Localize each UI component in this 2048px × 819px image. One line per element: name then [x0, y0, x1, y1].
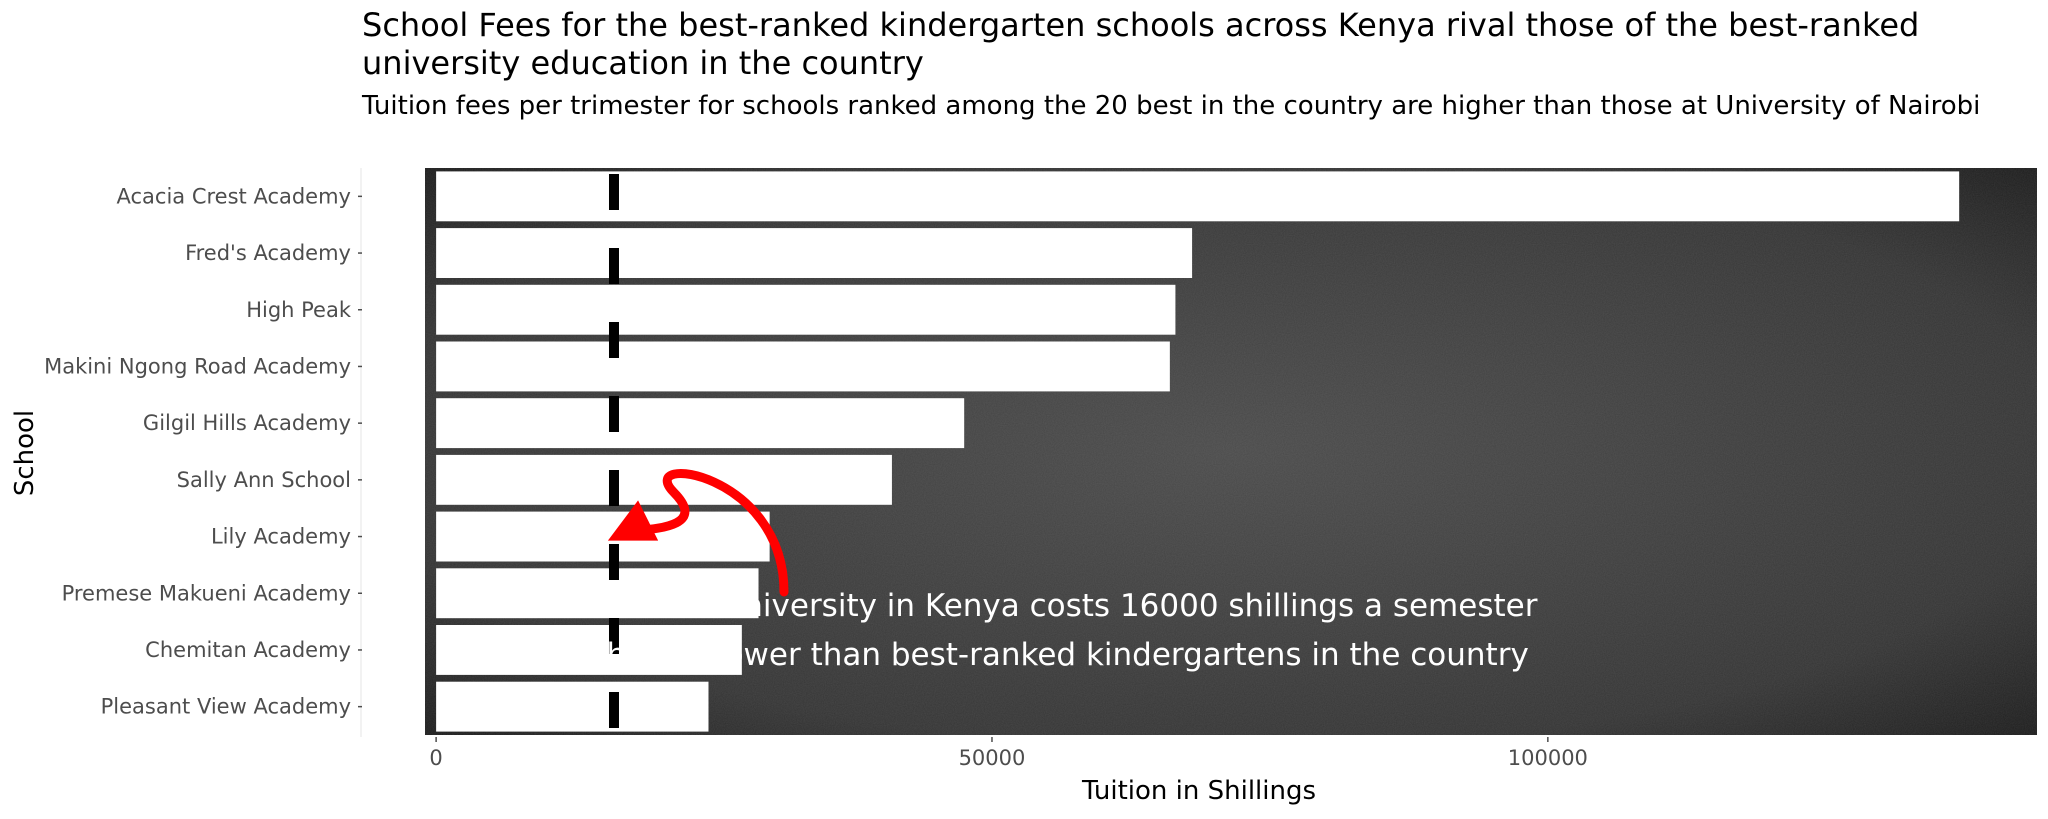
y-tick-label: Pleasant View Academy — [101, 695, 351, 719]
bar — [436, 511, 770, 562]
annotation-line-1: best-ranked university in Kenya costs 16… — [529, 588, 1538, 624]
y-axis-title: School — [10, 410, 40, 496]
x-tick-label: 100000 — [1508, 746, 1588, 770]
x-axis-title: Tuition in Shillings — [1081, 776, 1316, 806]
chart-subtitle: Tuition fees per trimester for schools r… — [362, 91, 1981, 121]
x-tick-label: 50000 — [959, 746, 1026, 770]
x-tick-label: 0 — [429, 746, 442, 770]
bar — [436, 398, 965, 449]
bar — [436, 228, 1193, 278]
bar — [436, 681, 709, 732]
annotation-line-2: which is lower than best-ranked kinderga… — [581, 637, 1529, 673]
annotation-arrow — [607, 468, 789, 597]
y-tick-label: Fred's Academy — [185, 241, 351, 265]
y-tick-label: Gilgil Hills Academy — [143, 411, 351, 435]
y-tick-label: Acacia Crest Academy — [117, 184, 352, 208]
y-tick-label: High Peak — [246, 298, 352, 322]
bar — [436, 568, 759, 619]
y-tick-label: Chemitan Academy — [145, 638, 351, 662]
bar — [436, 341, 1170, 392]
bar — [436, 171, 1960, 222]
y-tick-label: Makini Ngong Road Academy — [44, 354, 351, 378]
y-tick-label: Lily Academy — [211, 525, 351, 549]
bar — [436, 284, 1176, 335]
y-tick-label: Sally Ann School — [177, 468, 351, 492]
chart-title: School Fees for the best-ranked kinderga… — [362, 6, 1920, 82]
y-tick-label: Premese Makueni Academy — [62, 581, 351, 605]
bar — [436, 625, 742, 675]
